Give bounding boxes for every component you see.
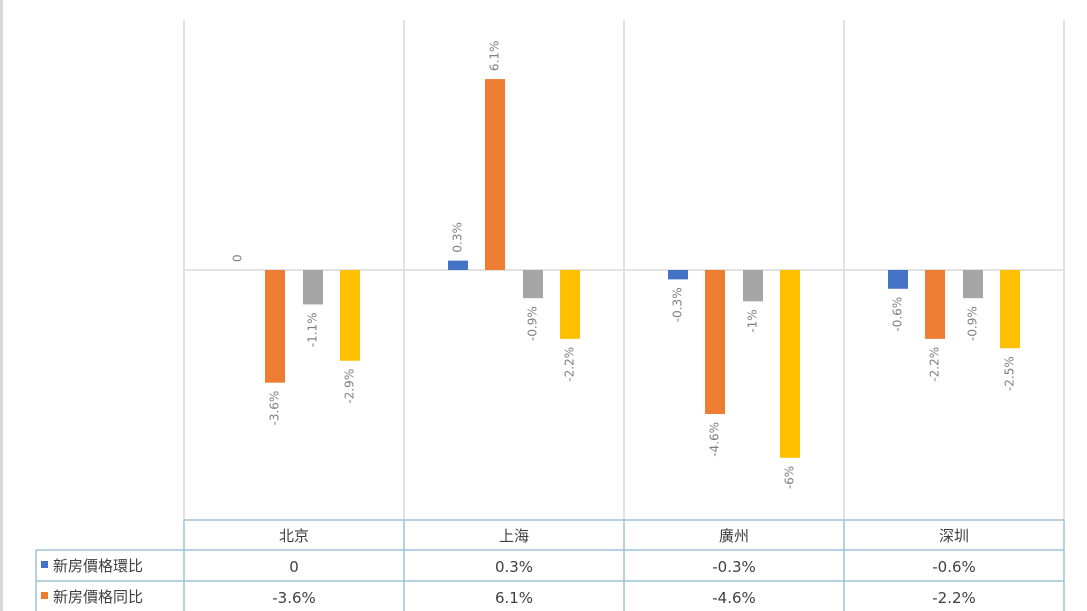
data-label: 0	[231, 254, 245, 262]
data-label: -0.3%	[671, 287, 685, 322]
table-header-cell: 深圳	[939, 527, 969, 545]
table-cell: -0.3%	[712, 558, 756, 576]
table-cell: -3.6%	[272, 589, 316, 607]
table-cell: 0	[289, 558, 299, 576]
data-label: 0.3%	[451, 222, 465, 253]
bar-0-2	[668, 270, 688, 280]
table-header-cell: 廣州	[719, 527, 749, 545]
table-cell: -0.6%	[932, 558, 976, 576]
table-cell: -2.2%	[932, 589, 976, 607]
table-cell: -4.6%	[712, 589, 756, 607]
bar-1-2	[705, 270, 725, 414]
bar-2-1	[523, 270, 543, 299]
data-label: 6.1%	[488, 41, 502, 72]
legend-label: 新房價格同比	[53, 588, 143, 606]
table-cell: 0.3%	[495, 558, 533, 576]
bar-3-1	[560, 270, 580, 339]
bar-0-1	[448, 260, 468, 270]
data-label: -6%	[783, 466, 797, 489]
bar-3-3	[1000, 270, 1020, 349]
data-label: -2.2%	[928, 347, 942, 382]
legend-label: 新房價格環比	[53, 557, 143, 575]
bar-0-3	[888, 270, 908, 289]
bar-3-2	[780, 270, 800, 458]
left-edge	[0, 0, 3, 611]
data-label: -0.9%	[526, 306, 540, 341]
data-label: -4.6%	[708, 422, 722, 457]
bar-1-0	[265, 270, 285, 383]
data-label: -2.9%	[343, 369, 357, 404]
data-label: -0.6%	[891, 297, 905, 332]
data-label: -1%	[746, 309, 760, 332]
legend-key	[41, 592, 48, 599]
data-label: -1.1%	[306, 312, 320, 347]
bar-1-3	[925, 270, 945, 339]
data-label: -2.5%	[1003, 356, 1017, 391]
bar-1-1	[485, 79, 505, 270]
data-label: -3.6%	[268, 391, 282, 426]
table-cell: 6.1%	[495, 589, 533, 607]
table-header-cell: 上海	[499, 527, 529, 545]
bar-2-3	[963, 270, 983, 299]
data-label: -0.9%	[966, 306, 980, 341]
legend-key	[41, 561, 48, 568]
data-label: -2.2%	[563, 347, 577, 382]
table-header-cell: 北京	[279, 527, 309, 545]
bar-3-0	[340, 270, 360, 361]
bar-2-0	[303, 270, 323, 305]
bar-2-2	[743, 270, 763, 302]
